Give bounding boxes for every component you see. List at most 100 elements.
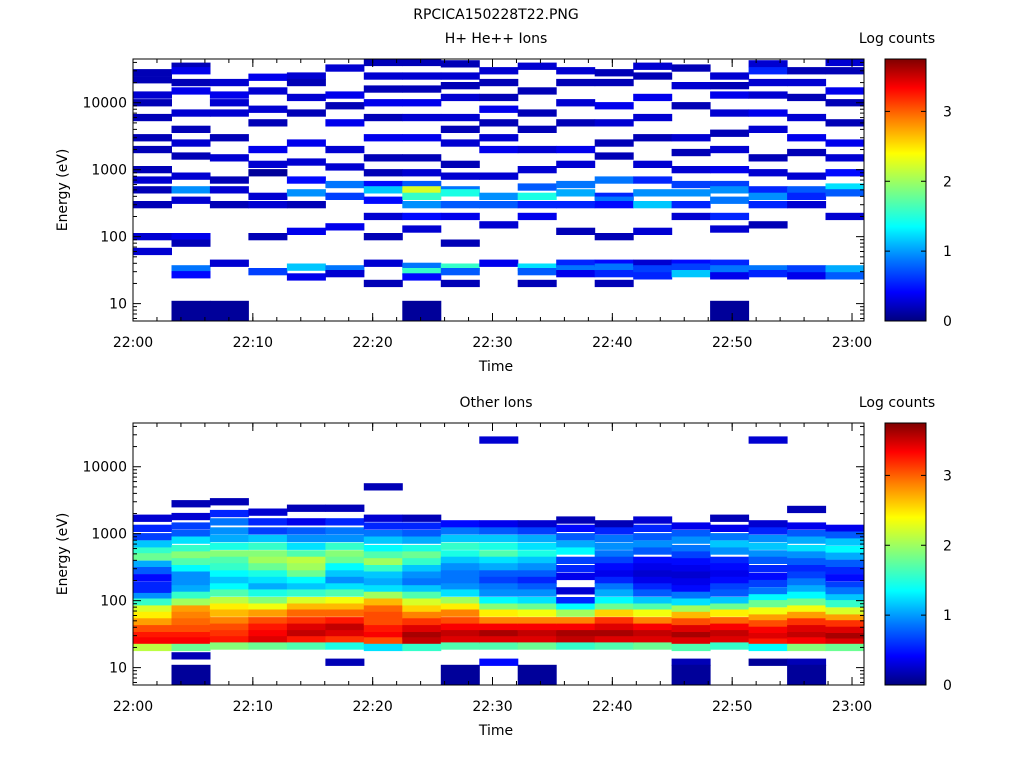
heatmap-cell: [671, 618, 711, 626]
heatmap-cell: [171, 78, 211, 87]
heatmap-cell: [748, 436, 788, 444]
heatmap-cell: [825, 212, 865, 221]
heatmap-cell: [402, 522, 442, 530]
heatmap-cell: [286, 72, 326, 80]
heatmap-cell: [748, 78, 788, 87]
heatmap-cell: [171, 139, 211, 147]
heatmap-cell: [748, 221, 788, 229]
y-axis-label: Energy (eV): [55, 513, 71, 596]
heatmap-cell: [671, 585, 711, 593]
heatmap-cell: [286, 518, 326, 526]
heatmap-cell: [787, 578, 827, 586]
heatmap-cell: [748, 125, 788, 133]
heatmap-cell: [710, 547, 750, 555]
panel-h-he-ions: H+ He++ Ions 22:00 22:10 22:20 22:30 22:40 22…: [55, 31, 952, 375]
heatmap-cell: [209, 534, 249, 543]
heatmap-cell: [671, 64, 711, 72]
heatmap-cell: [671, 565, 711, 573]
heatmap-cell: [825, 169, 865, 177]
heatmap-cell: [633, 583, 673, 591]
heatmap-cell: [248, 576, 288, 585]
heatmap-cell: [286, 570, 326, 578]
heatmap-cell: [363, 530, 403, 538]
heatmap-cell: [286, 630, 326, 638]
heatmap-cell: [171, 652, 211, 660]
heatmap-cell: [787, 585, 827, 593]
colorbar-tick-label: 3: [943, 104, 952, 120]
heatmap-cell: [479, 192, 519, 200]
heatmap-cell: [286, 201, 326, 209]
heatmap-cell: [671, 259, 711, 267]
heatmap-cell: [171, 611, 211, 620]
heatmap-cell: [710, 259, 750, 267]
heatmap-cell: [248, 233, 288, 241]
heatmap-cell: [710, 589, 750, 597]
heatmap-cell: [594, 563, 634, 571]
heatmap-cell: [402, 565, 442, 573]
heatmap-cell: [440, 125, 480, 133]
heatmap-cell: [748, 186, 788, 194]
heatmap-cell: [402, 85, 442, 93]
heatmap-cell: [133, 540, 172, 548]
heatmap-cell: [286, 636, 326, 644]
heatmap-cell: [363, 196, 403, 204]
heatmap-cell: [594, 570, 634, 578]
heatmap-cell: [286, 139, 326, 147]
heatmap-cell: [671, 632, 711, 640]
heatmap-cell: [171, 186, 211, 194]
heatmap-cell: [594, 119, 634, 127]
heatmap-cell: [363, 578, 403, 586]
heatmap-cell: [286, 597, 326, 605]
axis-ticks: 22:00 22:10 22:20 22:30 22:40 22:50 23:00 10 100…: [82, 59, 872, 351]
heatmap-cell: [286, 527, 326, 535]
heatmap-cell: [171, 551, 211, 559]
heatmap-cell: [517, 570, 557, 578]
heatmap-cell: [363, 625, 403, 633]
heatmap-cell: [209, 556, 249, 564]
colorbar-tick-label: 1: [943, 608, 952, 624]
heatmap-cell: [594, 102, 634, 110]
heatmap-cell: [787, 611, 827, 620]
heatmap-cell: [787, 265, 827, 273]
x-tick-label: 22:00: [113, 335, 153, 351]
heatmap-cell: [248, 636, 288, 644]
heatmap-cell: [325, 630, 365, 638]
heatmap-cell: [825, 552, 865, 560]
x-axis-label: Time: [478, 723, 513, 739]
heatmap-cell: [594, 609, 634, 617]
heatmap-cell: [325, 102, 365, 110]
heatmap-cell: [633, 265, 673, 273]
heatmap-cell: [171, 618, 211, 626]
heatmap-cell: [517, 583, 557, 591]
heatmap-cell: [556, 617, 596, 625]
heatmap-cell: [748, 579, 788, 588]
heatmap-cell: [286, 576, 326, 585]
heatmap-cell: [671, 664, 711, 685]
heatmap-cell: [479, 134, 519, 142]
heatmap-cell: [325, 518, 365, 526]
heatmap-cell: [133, 134, 172, 142]
heatmap-cell: [556, 642, 596, 650]
heatmap-cell: [402, 192, 442, 200]
heatmap-cell: [209, 91, 249, 99]
heatmap-cell: [248, 556, 288, 564]
heatmap-cell: [710, 82, 750, 90]
heatmap-cell: [787, 113, 827, 122]
heatmap-cell: [633, 540, 673, 548]
heatmap-cell: [748, 607, 788, 615]
heatmap-cell: [517, 279, 557, 288]
heatmap-cell: [825, 607, 865, 615]
heatmap-cell: [671, 625, 711, 633]
heatmap-cell: [248, 623, 288, 631]
heatmap-cell: [325, 265, 365, 273]
heatmap-cell: [594, 527, 634, 535]
heatmap-cell: [133, 247, 172, 256]
heatmap-cell: [171, 67, 211, 75]
heatmap-cell: [633, 93, 673, 102]
heatmap-cell: [825, 67, 865, 75]
heatmap-cell: [479, 589, 519, 597]
heatmap-cell: [248, 642, 288, 650]
y-axis-label: Energy (eV): [55, 149, 71, 232]
heatmap-cell: [209, 576, 249, 585]
heatmap-cell: [440, 617, 480, 625]
